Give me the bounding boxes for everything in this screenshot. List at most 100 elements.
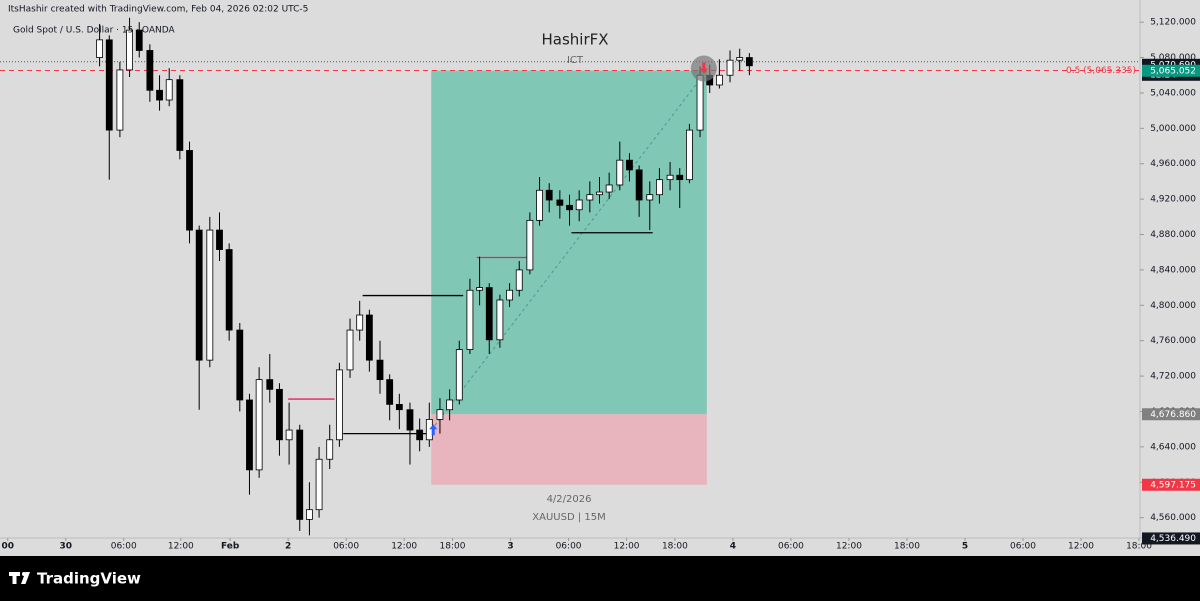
candle-body — [496, 299, 504, 341]
candle-body — [285, 429, 293, 441]
candle-body — [646, 194, 654, 201]
candle-body — [276, 388, 283, 441]
candle-body — [436, 409, 444, 420]
price-label-box — [1142, 532, 1200, 545]
x-tick-label: 12:00 — [168, 542, 194, 552]
candle-body — [116, 69, 124, 131]
plot-area — [0, 17, 1140, 536]
candle-body — [485, 287, 493, 341]
candle-body — [416, 429, 424, 441]
x-tick-label: 12:00 — [391, 542, 417, 552]
x-tick-label: 5 — [962, 542, 968, 552]
candle-body — [225, 249, 233, 331]
x-tick-label: 2 — [285, 542, 291, 552]
candle-body — [356, 314, 364, 331]
candle-body — [186, 150, 193, 231]
candle-body — [616, 159, 624, 186]
candle-body — [376, 359, 384, 381]
x-tick-label: 06:00 — [1010, 542, 1036, 552]
x-tick-label: 06:00 — [333, 542, 359, 552]
x-tick-label: 18:00 — [440, 542, 466, 552]
target-label: 0.5 (5,065.335) — [1066, 66, 1136, 76]
candle-body — [346, 329, 354, 371]
candle-body — [406, 409, 414, 431]
price-label-box — [1142, 478, 1200, 491]
x-tick-label: 06:00 — [778, 542, 804, 552]
brand[interactable]: TradingView — [37, 570, 141, 588]
candle-body — [596, 191, 603, 196]
x-tick-label: Feb — [221, 542, 240, 552]
candle-body — [536, 189, 543, 221]
sell-arrow — [699, 62, 708, 74]
price-label: 4,536.490 — [1150, 534, 1196, 544]
candle-body — [96, 39, 103, 58]
candle-body — [605, 184, 613, 193]
candle-body — [386, 379, 394, 405]
candle-body — [315, 458, 323, 511]
x-tick-label: 12:00 — [836, 542, 862, 552]
price-label: 4,597.175 — [1150, 480, 1196, 490]
y-tick-label: 4,840.000 — [1150, 265, 1196, 275]
x-tick-label: 30 — [59, 542, 72, 552]
price-label: 5,065.052 — [1150, 66, 1196, 76]
candle-body — [726, 59, 734, 76]
candle-body — [216, 229, 223, 250]
loss-zone — [431, 414, 707, 485]
tradingview-logo — [9, 572, 30, 584]
candle-body — [425, 419, 433, 441]
y-tick-label: 4,760.000 — [1150, 336, 1196, 346]
candle-body — [266, 379, 274, 390]
y-tick-label: 5,040.000 — [1150, 88, 1196, 98]
candle-body — [255, 379, 263, 471]
candle-body — [105, 39, 113, 131]
x-tick-label: 18:00 — [662, 542, 688, 552]
candle-body — [176, 79, 184, 151]
candle-body — [506, 289, 513, 301]
candle-body — [715, 74, 723, 86]
candle-body — [666, 174, 674, 181]
candle-body — [676, 174, 684, 181]
candle-body — [526, 219, 534, 271]
y-tick-label: 4,960.000 — [1150, 159, 1196, 169]
candle-body — [146, 50, 154, 91]
candle-body — [195, 229, 203, 361]
candle-body — [156, 89, 163, 101]
price-label-box — [1142, 408, 1200, 421]
y-tick-label: 4,880.000 — [1150, 230, 1196, 240]
candle-body — [686, 129, 693, 181]
candle-body — [696, 74, 704, 131]
candle-body — [395, 403, 403, 411]
y-tick-label: 4,800.000 — [1150, 301, 1196, 311]
candle-body — [446, 399, 454, 411]
candle-body — [466, 289, 474, 350]
candle-body — [656, 179, 663, 196]
y-tick-label: 4,640.000 — [1150, 442, 1196, 452]
y-tick-label: 5,000.000 — [1150, 124, 1196, 134]
y-tick-label: 4,920.000 — [1150, 195, 1196, 205]
candle-body — [745, 57, 753, 67]
candle-body — [135, 29, 143, 51]
price-label-box — [1142, 64, 1200, 77]
candle-body — [455, 349, 463, 401]
x-tick-label: 18:00 — [1126, 542, 1152, 552]
y-tick-label: 5,120.000 — [1150, 18, 1196, 28]
x-tick-label: 4 — [730, 542, 736, 552]
chart-title: HashirFX — [541, 31, 608, 49]
x-tick-label: 12:00 — [1068, 542, 1094, 552]
candle-body — [326, 439, 334, 460]
candle-body — [476, 287, 483, 291]
candle-body — [236, 329, 244, 401]
y-tick-label: 4,560.000 — [1150, 513, 1196, 523]
candle-body — [556, 199, 564, 206]
position-symbol: XAUUSD | 15M — [532, 512, 605, 523]
candle-body — [635, 169, 643, 201]
price-label: 4,676.860 — [1150, 410, 1196, 420]
candle-body — [165, 79, 173, 101]
candle-body — [306, 509, 313, 520]
x-tick-label: 12:00 — [614, 542, 640, 552]
y-tick-label: 4,720.000 — [1150, 372, 1196, 382]
y-tick-label: 5,080.000 — [1150, 53, 1196, 63]
x-tick-label: 3 — [507, 542, 513, 552]
x-tick-label: 06:00 — [556, 542, 582, 552]
candle-body — [586, 194, 594, 201]
